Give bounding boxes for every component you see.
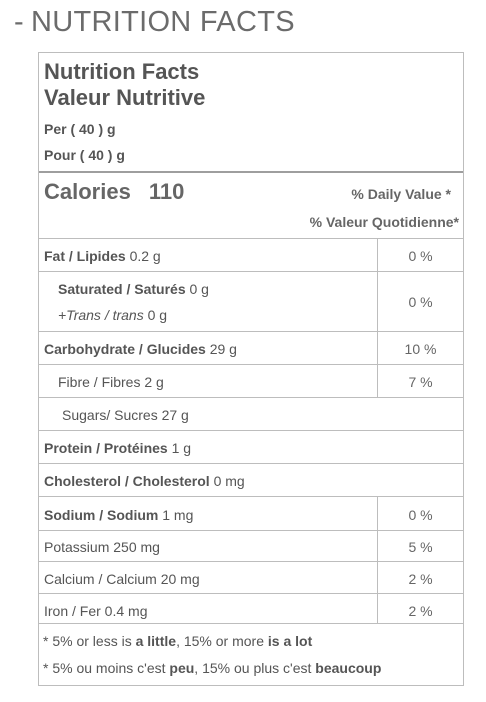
daily-value-header-fr: % Valeur Quotidienne* — [309, 214, 459, 230]
dv-cell: 0 % — [377, 497, 463, 530]
nutrient-name: +Trans / trans — [58, 307, 144, 323]
nutrient-label: Cholesterol / Cholesterol 0 mg — [44, 473, 245, 489]
nutrient-row-calcium: Calcium / Calcium 20 mg 2 % — [39, 561, 463, 593]
nutrient-name: Cholesterol / Cholesterol — [44, 473, 210, 489]
serving-size-en: Per ( 40 ) g — [44, 121, 116, 137]
calories-line: Calories 110 — [44, 179, 184, 205]
nutrient-row-iron: Iron / Fer 0.4 mg 2 % — [39, 593, 463, 624]
title-fr: Valeur Nutritive — [44, 85, 206, 110]
dv-cell: 7 % — [377, 365, 463, 397]
title-en: Nutrition Facts — [44, 59, 200, 84]
footnote-text: , 15% ou plus c'est — [194, 660, 316, 676]
nutrient-label: Sodium / Sodium 1 mg — [44, 507, 193, 523]
nutrient-name: Sodium / Sodium — [44, 507, 159, 523]
calories-value: 110 — [148, 179, 185, 204]
nutrient-label: Fibre / Fibres 2 g — [58, 374, 164, 390]
nutrient-row-sugars: Sugars/ Sucres 27 g — [39, 397, 463, 430]
thick-divider — [39, 171, 463, 173]
nutrient-amount: 0.2 g — [129, 248, 161, 264]
footnote-emphasis: a little — [135, 633, 177, 649]
collapse-dash-icon[interactable]: - — [14, 6, 24, 38]
dv-cell: 0 % — [377, 272, 463, 331]
trans-label: +Trans / trans 0 g — [58, 307, 167, 323]
nutrition-facts-table: Nutrition Facts Valeur Nutritive Per ( 4… — [38, 52, 464, 686]
saturated-label: Saturated / Saturés 0 g — [58, 281, 209, 297]
nutrient-amount: 0 mg — [213, 473, 245, 489]
dv-value: 10 % — [404, 341, 437, 357]
dv-value: 5 % — [408, 539, 433, 555]
nutrient-label: Iron / Fer 0.4 mg — [44, 603, 148, 619]
daily-value-header-en: % Daily Value * — [351, 186, 451, 202]
dv-value: 2 % — [408, 571, 433, 587]
nutrient-row-cholesterol: Cholesterol / Cholesterol 0 mg — [39, 463, 463, 496]
nutrient-amount: 29 g — [209, 341, 237, 357]
nutrient-row-fat: Fat / Lipides 0.2 g 0 % — [39, 238, 463, 271]
nutrition-title-block: Nutrition Facts Valeur Nutritive Per ( 4… — [44, 59, 205, 164]
nutrient-row-saturated-trans: Saturated / Saturés 0 g +Trans / trans 0… — [39, 271, 463, 331]
nutrient-amount: 1 mg — [162, 507, 194, 523]
serving-size-fr: Pour ( 40 ) g — [44, 147, 125, 163]
nutrient-label: Calcium / Calcium 20 mg — [44, 571, 200, 587]
footnote-fr: * 5% ou moins c'est peu, 15% ou plus c'e… — [43, 660, 381, 676]
nutrient-label: Protein / Protéines 1 g — [44, 440, 191, 456]
nutrient-name: Protein / Protéines — [44, 440, 168, 456]
nutrient-row-sodium: Sodium / Sodium 1 mg 0 % — [39, 496, 463, 530]
dv-value: 7 % — [408, 374, 433, 390]
nutrient-name: Saturated / Saturés — [58, 281, 186, 297]
nutrient-label: Fat / Lipides 0.2 g — [44, 248, 161, 264]
footnote-emphasis: beaucoup — [315, 660, 382, 676]
footnote-block: * 5% or less is a little, 15% or more is… — [39, 623, 463, 676]
dv-value: 0 % — [408, 507, 433, 523]
footnote-text: * 5% ou moins c'est — [43, 660, 170, 676]
nutrient-name: Carbohydrate / Glucides — [44, 341, 206, 357]
calories-label: Calories — [44, 179, 131, 204]
footnote-en: * 5% or less is a little, 15% or more is… — [43, 633, 312, 649]
footnote-text: * 5% or less is — [43, 633, 136, 649]
dv-cell: 10 % — [377, 332, 463, 364]
nutrient-amount: 1 g — [171, 440, 192, 456]
dv-cell: 5 % — [377, 531, 463, 561]
nutrient-label: Potassium 250 mg — [44, 539, 160, 555]
dv-value: 0 % — [408, 294, 433, 310]
section-heading-text: NUTRITION FACTS — [30, 6, 295, 38]
section-heading: - NUTRITION FACTS — [14, 6, 295, 39]
dv-cell: 2 % — [377, 562, 463, 593]
nutrient-row-fibre: Fibre / Fibres 2 g 7 % — [39, 364, 463, 397]
nutrient-row-protein: Protein / Protéines 1 g — [39, 430, 463, 463]
dv-value: 2 % — [408, 603, 433, 619]
nutrient-amount: 0 g — [147, 307, 168, 323]
dv-cell: 2 % — [377, 594, 463, 624]
dv-cell: 0 % — [377, 239, 463, 271]
footnote-emphasis: is a lot — [267, 633, 313, 649]
footnote-text: , 15% or more — [176, 633, 268, 649]
nutrient-amount: 0 g — [189, 281, 209, 297]
nutrient-row-potassium: Potassium 250 mg 5 % — [39, 530, 463, 561]
dv-value: 0 % — [408, 248, 433, 264]
nutrient-row-carbohydrate: Carbohydrate / Glucides 29 g 10 % — [39, 331, 463, 364]
nutrient-name: Fat / Lipides — [44, 248, 126, 264]
nutrient-label: Sugars/ Sucres 27 g — [62, 407, 189, 423]
nutrient-label: Carbohydrate / Glucides 29 g — [44, 341, 237, 357]
footnote-emphasis: peu — [169, 660, 195, 676]
